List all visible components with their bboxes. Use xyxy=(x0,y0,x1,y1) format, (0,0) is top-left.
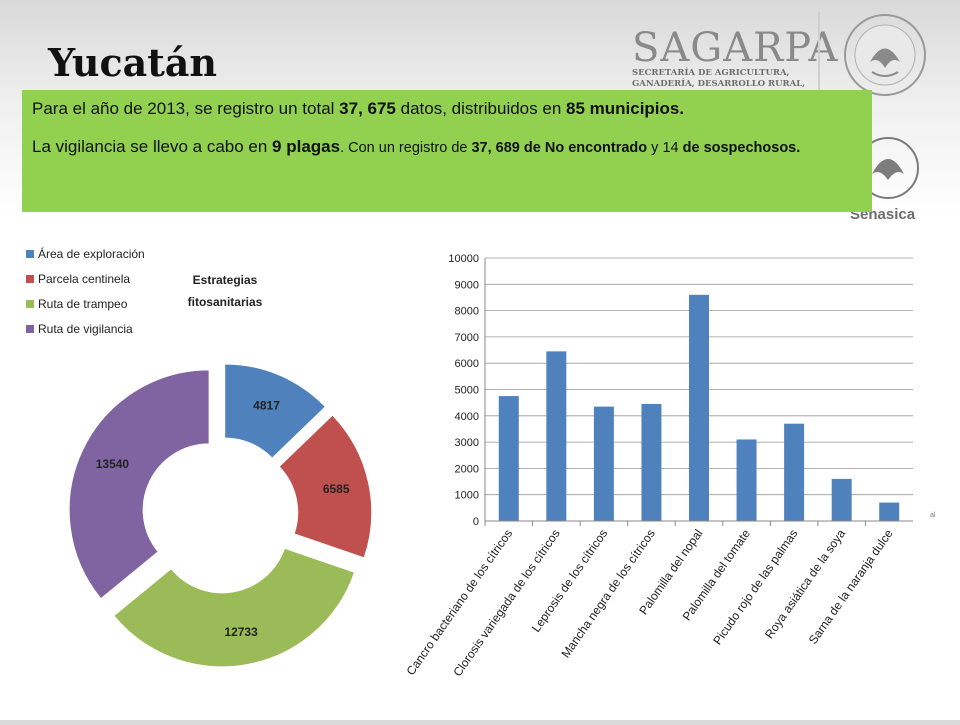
not-found-count: 37, 689 de No encontrado xyxy=(471,140,648,156)
chart-title: fitosanitarias xyxy=(188,295,263,309)
donut-slice xyxy=(224,363,327,459)
legend-swatch xyxy=(26,275,34,283)
logo-divider xyxy=(818,12,820,92)
bar xyxy=(879,502,900,521)
sagarpa-logo: SAGARPA SECRETARÍA DE AGRICULTURA, GANAD… xyxy=(632,25,839,98)
donut-chart-svg: Área de exploración Parcela centinela Ruta… xyxy=(26,246,373,668)
x-tick-label: Picudo rojo de las palmas xyxy=(710,527,800,648)
y-tick-label: 5000 xyxy=(455,385,479,397)
y-tick-label: 1000 xyxy=(455,490,479,502)
bar xyxy=(689,294,709,521)
legend-swatch xyxy=(26,250,34,258)
sagarpa-line-1: SECRETARÍA DE AGRICULTURA, xyxy=(632,68,790,78)
municipality-count: 85 municipios. xyxy=(566,99,685,118)
y-tick-label: 6000 xyxy=(455,358,479,370)
slice-value-label: 4817 xyxy=(253,398,280,412)
y-tick-label: 2000 xyxy=(455,463,479,475)
summary-text: . Con un registro de xyxy=(340,140,472,156)
legend-label: Ruta de vigilancia xyxy=(38,322,133,336)
y-tick-label: 0 xyxy=(473,516,479,528)
y-tick-label: 3000 xyxy=(455,437,479,449)
sagarpa-wordmark: SAGARPA xyxy=(632,25,839,71)
sagarpa-line-2: GANADERÍA, DESARROLLO RURAL, xyxy=(632,79,806,89)
x-tick-label: Roya asiática de la soya xyxy=(762,526,848,641)
bar xyxy=(498,396,519,521)
side-fragment: al xyxy=(930,512,936,519)
pest-count: 9 plagas xyxy=(272,137,341,156)
slice-value-label: 13540 xyxy=(96,457,130,471)
bar xyxy=(736,439,757,521)
donut-slice xyxy=(113,547,356,668)
donut-chart: Área de exploración Parcela centinela Ruta… xyxy=(0,215,375,720)
summary-line-1: Para el año de 2013, se registro un tota… xyxy=(32,96,862,122)
legend-swatch xyxy=(26,325,34,333)
summary-box: Para el año de 2013, se registro un tota… xyxy=(22,90,872,212)
y-tick-label: 10000 xyxy=(448,253,479,265)
x-tick-label: Mancha negra de los cítricos xyxy=(558,527,657,661)
legend-swatch xyxy=(26,300,34,308)
y-tick-label: 7000 xyxy=(455,332,479,344)
slice-value-label: 6585 xyxy=(323,482,350,496)
bar xyxy=(831,478,852,521)
legend-label: Área de exploración xyxy=(38,246,145,261)
summary-text: datos, distribuidos en xyxy=(395,99,566,118)
y-tick-label: 9000 xyxy=(455,279,479,291)
total-records: 37, 675 xyxy=(339,99,396,118)
chart-title: Estrategias xyxy=(193,273,258,287)
bar xyxy=(641,403,662,521)
slice-value-label: 12733 xyxy=(224,625,258,639)
slide-title: Yucatán xyxy=(48,40,218,85)
y-tick-label: 8000 xyxy=(455,306,479,318)
legend-label: Parcela centinela xyxy=(38,272,130,286)
summary-line-2: La vigilancia se llevo a cabo en 9 plaga… xyxy=(32,136,862,159)
suspect-count: de sospechosos. xyxy=(682,140,801,156)
legend-label: Ruta de trampeo xyxy=(38,297,128,311)
bar xyxy=(546,351,567,521)
bar xyxy=(784,423,805,521)
bar xyxy=(593,406,614,521)
bar-chart-svg: 0 1000 2000 3000 4000 5000 6000 7000 8000 9000 100… xyxy=(404,253,913,679)
national-seal-icon xyxy=(844,14,926,96)
donut-slice xyxy=(68,369,210,600)
summary-text: y 14 xyxy=(647,140,683,156)
summary-text: La vigilancia se llevo a cabo en xyxy=(32,137,273,156)
y-tick-label: 4000 xyxy=(455,411,479,423)
donut-slice xyxy=(278,414,373,559)
bar-chart: 0 1000 2000 3000 4000 5000 6000 7000 8000 9000 100… xyxy=(375,243,930,690)
summary-text: Para el año de 2013, se registro un tota… xyxy=(32,99,340,118)
x-tick-label: Sarna de la naranja dulce xyxy=(806,526,896,646)
